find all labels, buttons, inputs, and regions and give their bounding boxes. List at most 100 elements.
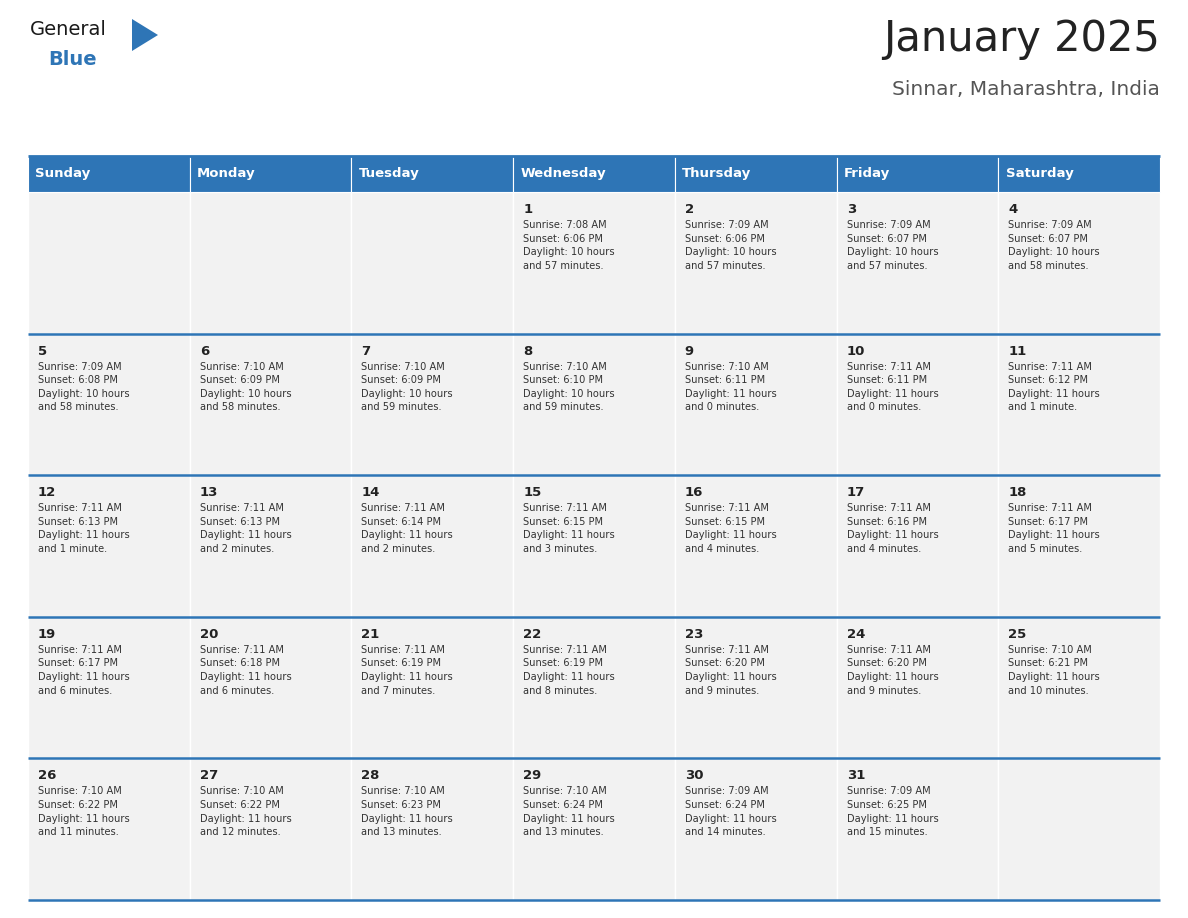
Text: Sunrise: 7:09 AM
Sunset: 6:07 PM
Daylight: 10 hours
and 58 minutes.: Sunrise: 7:09 AM Sunset: 6:07 PM Dayligh…: [1009, 220, 1100, 271]
Text: Sunrise: 7:11 AM
Sunset: 6:17 PM
Daylight: 11 hours
and 6 minutes.: Sunrise: 7:11 AM Sunset: 6:17 PM Dayligh…: [38, 644, 129, 696]
Bar: [190, 192, 352, 333]
Text: Sunrise: 7:10 AM
Sunset: 6:24 PM
Daylight: 11 hours
and 13 minutes.: Sunrise: 7:10 AM Sunset: 6:24 PM Dayligh…: [523, 787, 615, 837]
Text: Sunrise: 7:09 AM
Sunset: 6:25 PM
Daylight: 11 hours
and 15 minutes.: Sunrise: 7:09 AM Sunset: 6:25 PM Dayligh…: [847, 787, 939, 837]
Text: Sunrise: 7:11 AM
Sunset: 6:13 PM
Daylight: 11 hours
and 1 minute.: Sunrise: 7:11 AM Sunset: 6:13 PM Dayligh…: [38, 503, 129, 554]
Bar: [998, 758, 1159, 900]
Bar: [836, 156, 998, 192]
Bar: [29, 617, 190, 758]
Text: Sunrise: 7:11 AM
Sunset: 6:12 PM
Daylight: 11 hours
and 1 minute.: Sunrise: 7:11 AM Sunset: 6:12 PM Dayligh…: [1009, 362, 1100, 412]
Text: Sunrise: 7:09 AM
Sunset: 6:24 PM
Daylight: 11 hours
and 14 minutes.: Sunrise: 7:09 AM Sunset: 6:24 PM Dayligh…: [684, 787, 777, 837]
Text: Sunrise: 7:10 AM
Sunset: 6:23 PM
Daylight: 11 hours
and 13 minutes.: Sunrise: 7:10 AM Sunset: 6:23 PM Dayligh…: [361, 787, 453, 837]
Bar: [352, 156, 513, 192]
Text: 16: 16: [684, 487, 703, 499]
Text: Friday: Friday: [843, 167, 890, 181]
Text: Sunrise: 7:09 AM
Sunset: 6:07 PM
Daylight: 10 hours
and 57 minutes.: Sunrise: 7:09 AM Sunset: 6:07 PM Dayligh…: [847, 220, 939, 271]
Text: Sunrise: 7:11 AM
Sunset: 6:11 PM
Daylight: 11 hours
and 0 minutes.: Sunrise: 7:11 AM Sunset: 6:11 PM Dayligh…: [847, 362, 939, 412]
Text: Sunday: Sunday: [36, 167, 90, 181]
Bar: [998, 192, 1159, 333]
Bar: [190, 333, 352, 476]
Text: 23: 23: [684, 628, 703, 641]
Text: 28: 28: [361, 769, 380, 782]
Text: 6: 6: [200, 344, 209, 358]
Bar: [29, 758, 190, 900]
Text: 13: 13: [200, 487, 219, 499]
Text: 12: 12: [38, 487, 56, 499]
Text: 29: 29: [523, 769, 542, 782]
Text: 27: 27: [200, 769, 217, 782]
Text: 15: 15: [523, 487, 542, 499]
Text: Sunrise: 7:11 AM
Sunset: 6:14 PM
Daylight: 11 hours
and 2 minutes.: Sunrise: 7:11 AM Sunset: 6:14 PM Dayligh…: [361, 503, 453, 554]
Text: Sunrise: 7:11 AM
Sunset: 6:20 PM
Daylight: 11 hours
and 9 minutes.: Sunrise: 7:11 AM Sunset: 6:20 PM Dayligh…: [684, 644, 777, 696]
Bar: [675, 758, 836, 900]
Text: January 2025: January 2025: [883, 18, 1159, 60]
Bar: [352, 333, 513, 476]
Text: 10: 10: [847, 344, 865, 358]
Text: 22: 22: [523, 628, 542, 641]
Bar: [513, 192, 675, 333]
Bar: [513, 476, 675, 617]
Text: Sunrise: 7:10 AM
Sunset: 6:09 PM
Daylight: 10 hours
and 58 minutes.: Sunrise: 7:10 AM Sunset: 6:09 PM Dayligh…: [200, 362, 291, 412]
Text: 20: 20: [200, 628, 219, 641]
Bar: [998, 476, 1159, 617]
Text: Sunrise: 7:11 AM
Sunset: 6:17 PM
Daylight: 11 hours
and 5 minutes.: Sunrise: 7:11 AM Sunset: 6:17 PM Dayligh…: [1009, 503, 1100, 554]
Bar: [675, 333, 836, 476]
Bar: [29, 192, 190, 333]
Text: Monday: Monday: [197, 167, 255, 181]
Bar: [836, 758, 998, 900]
Text: 19: 19: [38, 628, 56, 641]
Text: 11: 11: [1009, 344, 1026, 358]
Bar: [352, 758, 513, 900]
Text: 8: 8: [523, 344, 532, 358]
Text: Saturday: Saturday: [1005, 167, 1073, 181]
Bar: [675, 192, 836, 333]
Bar: [29, 476, 190, 617]
Bar: [513, 156, 675, 192]
Bar: [998, 617, 1159, 758]
Bar: [836, 617, 998, 758]
Bar: [836, 333, 998, 476]
Text: 5: 5: [38, 344, 48, 358]
Text: Sunrise: 7:10 AM
Sunset: 6:22 PM
Daylight: 11 hours
and 12 minutes.: Sunrise: 7:10 AM Sunset: 6:22 PM Dayligh…: [200, 787, 291, 837]
Text: 21: 21: [361, 628, 380, 641]
Text: 9: 9: [684, 344, 694, 358]
Bar: [675, 476, 836, 617]
Text: Sunrise: 7:09 AM
Sunset: 6:08 PM
Daylight: 10 hours
and 58 minutes.: Sunrise: 7:09 AM Sunset: 6:08 PM Dayligh…: [38, 362, 129, 412]
Text: Tuesday: Tuesday: [359, 167, 419, 181]
Bar: [190, 476, 352, 617]
Bar: [190, 617, 352, 758]
Text: Sunrise: 7:11 AM
Sunset: 6:15 PM
Daylight: 11 hours
and 4 minutes.: Sunrise: 7:11 AM Sunset: 6:15 PM Dayligh…: [684, 503, 777, 554]
Bar: [513, 617, 675, 758]
Text: Sunrise: 7:11 AM
Sunset: 6:15 PM
Daylight: 11 hours
and 3 minutes.: Sunrise: 7:11 AM Sunset: 6:15 PM Dayligh…: [523, 503, 615, 554]
Bar: [836, 476, 998, 617]
Text: 1: 1: [523, 203, 532, 216]
Text: 3: 3: [847, 203, 855, 216]
Text: Sunrise: 7:11 AM
Sunset: 6:20 PM
Daylight: 11 hours
and 9 minutes.: Sunrise: 7:11 AM Sunset: 6:20 PM Dayligh…: [847, 644, 939, 696]
Bar: [675, 156, 836, 192]
Bar: [675, 617, 836, 758]
Text: 25: 25: [1009, 628, 1026, 641]
Text: Sunrise: 7:11 AM
Sunset: 6:18 PM
Daylight: 11 hours
and 6 minutes.: Sunrise: 7:11 AM Sunset: 6:18 PM Dayligh…: [200, 644, 291, 696]
Bar: [352, 476, 513, 617]
Text: Sunrise: 7:11 AM
Sunset: 6:19 PM
Daylight: 11 hours
and 8 minutes.: Sunrise: 7:11 AM Sunset: 6:19 PM Dayligh…: [523, 644, 615, 696]
Bar: [352, 617, 513, 758]
Text: 30: 30: [684, 769, 703, 782]
Bar: [29, 333, 190, 476]
Text: 17: 17: [847, 487, 865, 499]
Text: General: General: [30, 20, 107, 39]
Polygon shape: [132, 19, 158, 51]
Bar: [190, 156, 352, 192]
Bar: [836, 192, 998, 333]
Bar: [513, 333, 675, 476]
Bar: [998, 156, 1159, 192]
Text: Sunrise: 7:08 AM
Sunset: 6:06 PM
Daylight: 10 hours
and 57 minutes.: Sunrise: 7:08 AM Sunset: 6:06 PM Dayligh…: [523, 220, 614, 271]
Text: Sunrise: 7:10 AM
Sunset: 6:22 PM
Daylight: 11 hours
and 11 minutes.: Sunrise: 7:10 AM Sunset: 6:22 PM Dayligh…: [38, 787, 129, 837]
Bar: [998, 333, 1159, 476]
Text: Thursday: Thursday: [682, 167, 751, 181]
Text: Wednesday: Wednesday: [520, 167, 606, 181]
Text: 14: 14: [361, 487, 380, 499]
Text: 18: 18: [1009, 487, 1026, 499]
Text: Sunrise: 7:11 AM
Sunset: 6:19 PM
Daylight: 11 hours
and 7 minutes.: Sunrise: 7:11 AM Sunset: 6:19 PM Dayligh…: [361, 644, 453, 696]
Text: Sunrise: 7:10 AM
Sunset: 6:09 PM
Daylight: 10 hours
and 59 minutes.: Sunrise: 7:10 AM Sunset: 6:09 PM Dayligh…: [361, 362, 453, 412]
Text: 2: 2: [684, 203, 694, 216]
Text: Sunrise: 7:10 AM
Sunset: 6:10 PM
Daylight: 10 hours
and 59 minutes.: Sunrise: 7:10 AM Sunset: 6:10 PM Dayligh…: [523, 362, 614, 412]
